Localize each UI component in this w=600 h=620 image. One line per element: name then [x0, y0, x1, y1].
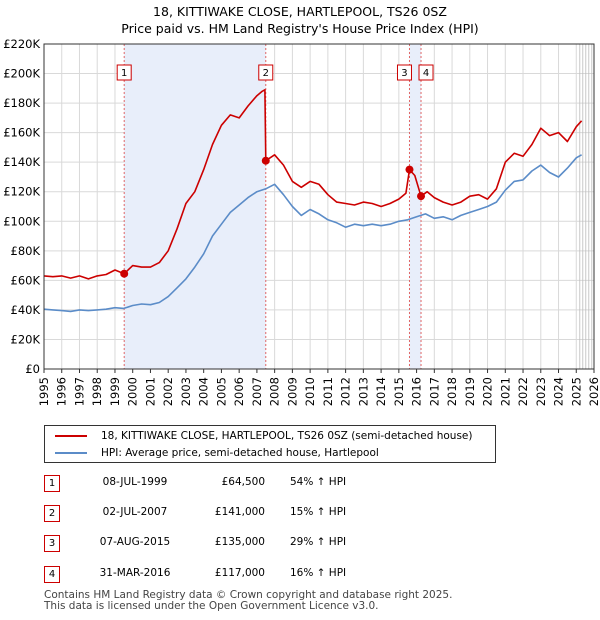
x-tick-label: 2017 [427, 377, 441, 406]
sale-period-shading [409, 44, 422, 369]
x-tick-label: 2024 [552, 377, 566, 406]
sale-row: 3 07-AUG-2015 £135,000 29% ↑ HPI [0, 532, 600, 560]
legend: 18, KITTIWAKE CLOSE, HARTLEPOOL, TS26 0S… [44, 425, 496, 463]
y-tick-label: £140K [3, 155, 40, 169]
sale-point [261, 156, 270, 165]
x-tick-label: 2014 [374, 377, 388, 406]
sale-price: £64,500 [221, 476, 265, 488]
sale-marker-box [116, 64, 132, 81]
legend-swatch-hpi [55, 451, 87, 454]
y-tick-label: £120K [3, 185, 40, 199]
x-tick-label: 2001 [143, 377, 157, 406]
y-tick-label: £100K [3, 214, 40, 228]
sale-marker-box [418, 64, 434, 81]
y-tick-label: £40K [11, 303, 41, 317]
legend-label-hpi: HPI: Average price, semi-detached house,… [101, 446, 379, 459]
x-tick-label: 2016 [410, 377, 424, 406]
x-tick-label: 2019 [463, 377, 477, 406]
x-tick-label: 2020 [481, 377, 495, 406]
sale-price: £135,000 [214, 536, 265, 548]
chart-subtitle: Price paid vs. HM Land Registry's House … [121, 21, 478, 36]
footer-copyright: Contains HM Land Registry data © Crown c… [44, 589, 453, 601]
sale-number-badge: 3 [44, 535, 60, 552]
sale-marker-box [396, 64, 412, 81]
x-tick-label: 2022 [516, 377, 530, 406]
x-tick-label: 1997 [72, 377, 86, 406]
property-series-line [43, 89, 583, 280]
sale-row: 2 02-JUL-2007 £141,000 15% ↑ HPI [0, 502, 600, 530]
y-tick-label: £60K [11, 273, 41, 287]
x-tick-label: 2007 [250, 377, 264, 406]
x-tick-label: 2013 [356, 377, 370, 406]
plot-frame [43, 43, 595, 370]
sale-date: 08-JUL-1999 [102, 476, 168, 488]
x-tick-label: 2026 [587, 377, 600, 406]
x-tick-label: 2012 [339, 377, 353, 406]
x-tick-label: 2002 [161, 377, 175, 406]
footer: Contains HM Land Registry data © Crown c… [44, 590, 594, 612]
x-tick-label: 2021 [498, 377, 512, 406]
legend-swatch-property [55, 434, 87, 437]
sale-row: 1 08-JUL-1999 £64,500 54% ↑ HPI [0, 472, 600, 500]
sale-date: 31-MAR-2016 [99, 567, 171, 579]
footer-licence: This data is licensed under the Open Gov… [44, 600, 379, 612]
y-tick-label: £80K [11, 244, 41, 258]
x-tick-label: 2025 [569, 377, 583, 406]
x-tick-label: 1998 [90, 377, 104, 406]
sale-hpi-change: 15% ↑ HPI [290, 506, 347, 518]
y-tick-label: £200K [3, 67, 40, 81]
sale-point [417, 192, 426, 201]
x-tick-label: 2023 [534, 377, 548, 406]
sale-number-badge: 4 [44, 566, 60, 583]
sale-hpi-change: 54% ↑ HPI [290, 476, 347, 488]
legend-item-property: 18, KITTIWAKE CLOSE, HARTLEPOOL, TS26 0S… [55, 427, 473, 444]
sale-point [405, 165, 414, 174]
x-tick-label: 2003 [179, 377, 193, 406]
x-tick-label: 2005 [214, 377, 228, 406]
y-tick-label: £220K [3, 37, 40, 51]
price-chart: 18, KITTIWAKE CLOSE, HARTLEPOOL, TS26 0S… [3, 4, 600, 406]
sale-hpi-change: 16% ↑ HPI [290, 567, 347, 579]
x-tick-label: 2006 [232, 377, 246, 406]
x-tick-label: 1996 [55, 377, 69, 406]
sale-number-badge: 2 [44, 505, 60, 522]
x-tick-label: 1999 [108, 377, 122, 406]
forecast-hatching [579, 44, 593, 369]
y-tick-label: £20K [11, 332, 41, 346]
x-tick-label: 2015 [392, 377, 406, 406]
x-tick-label: 2018 [445, 377, 459, 406]
sale-price: £141,000 [214, 506, 265, 518]
sale-marker-number: 4 [423, 68, 429, 79]
x-tick-label: 2008 [268, 377, 282, 406]
sale-marker-number: 1 [121, 68, 127, 79]
sale-marker-box [258, 64, 274, 81]
hpi-series-line [43, 154, 582, 313]
x-tick-label: 2004 [197, 377, 211, 406]
x-tick-label: 2010 [303, 377, 317, 406]
sale-hpi-change: 29% ↑ HPI [290, 536, 347, 548]
sale-number-badge: 1 [44, 475, 60, 492]
sale-marker-number: 3 [401, 68, 407, 79]
y-tick-label: £180K [3, 96, 40, 110]
sale-row: 4 31-MAR-2016 £117,000 16% ↑ HPI [0, 563, 600, 591]
legend-label-property: 18, KITTIWAKE CLOSE, HARTLEPOOL, TS26 0S… [101, 429, 473, 442]
chart-title: 18, KITTIWAKE CLOSE, HARTLEPOOL, TS26 0S… [153, 4, 447, 19]
x-tick-label: 2009 [285, 377, 299, 406]
y-tick-label: £160K [3, 126, 40, 140]
x-tick-label: 2011 [321, 377, 335, 406]
sale-marker-number: 2 [263, 68, 269, 79]
legend-item-hpi: HPI: Average price, semi-detached house,… [55, 444, 379, 461]
sale-point [120, 269, 129, 278]
x-tick-label: 2000 [126, 377, 140, 406]
sale-date: 07-AUG-2015 [99, 536, 171, 548]
sale-date: 02-JUL-2007 [102, 506, 168, 518]
y-tick-label: £0 [25, 362, 40, 376]
sale-price: £117,000 [214, 567, 265, 579]
x-tick-label: 1995 [37, 377, 51, 406]
sale-period-shading [124, 44, 266, 369]
